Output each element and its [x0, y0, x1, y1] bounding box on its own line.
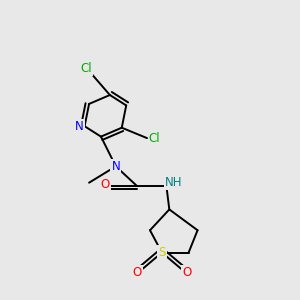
Text: N: N [75, 120, 84, 133]
Text: O: O [101, 178, 110, 191]
Text: NH: NH [165, 176, 182, 189]
Text: Cl: Cl [80, 62, 92, 75]
Text: O: O [182, 266, 191, 279]
Text: S: S [158, 246, 166, 259]
Text: N: N [111, 160, 120, 173]
Text: O: O [133, 266, 142, 279]
Text: Cl: Cl [148, 132, 160, 145]
